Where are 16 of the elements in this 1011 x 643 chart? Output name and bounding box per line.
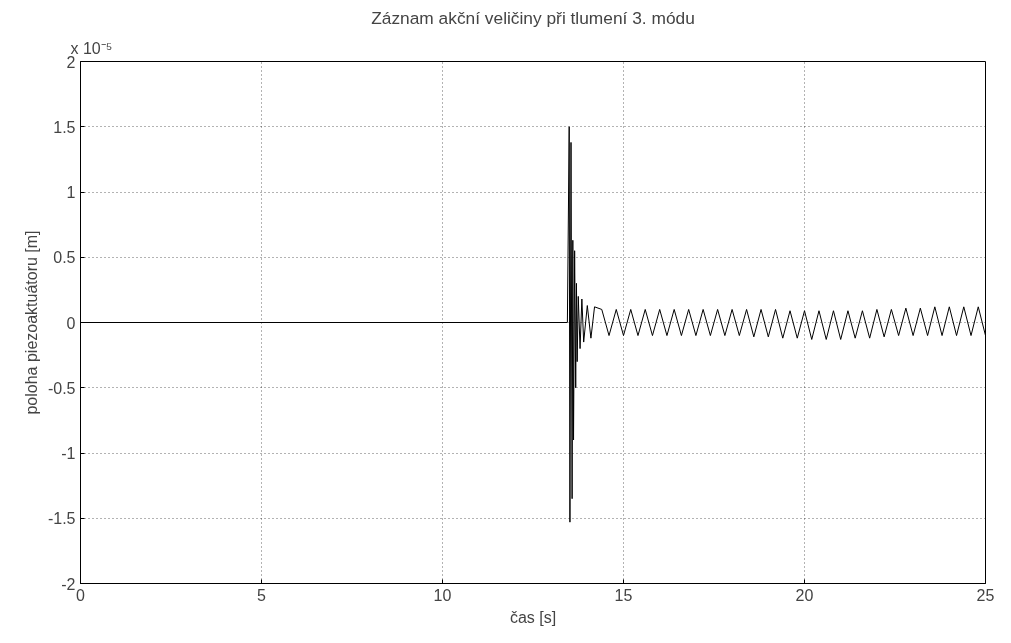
y-axis-title: poloha piezoaktuátoru [m]: [22, 230, 40, 415]
y-tick-label: 1.5: [53, 118, 76, 136]
x-tick-label: 25: [976, 586, 995, 604]
y-tick-label: -0.5: [47, 379, 76, 397]
chart-title: Záznam akční veličiny při tlumení 3. módu: [371, 7, 695, 28]
y-tick-label: -1: [61, 445, 76, 462]
y-tick-label: -1.5: [47, 510, 76, 528]
x-tick-label: 5: [257, 586, 267, 604]
y-tick-label: 0.5: [53, 249, 76, 267]
y-tick-label: -2: [61, 575, 76, 593]
y-tick-label: 1: [66, 184, 76, 201]
y-tick-label: 0: [66, 314, 76, 332]
x-tick-label: 15: [614, 586, 633, 604]
x-axis-title: čas [s]: [509, 608, 557, 626]
x-tick-label: 10: [433, 586, 452, 604]
x-tick-label: 20: [795, 586, 814, 604]
